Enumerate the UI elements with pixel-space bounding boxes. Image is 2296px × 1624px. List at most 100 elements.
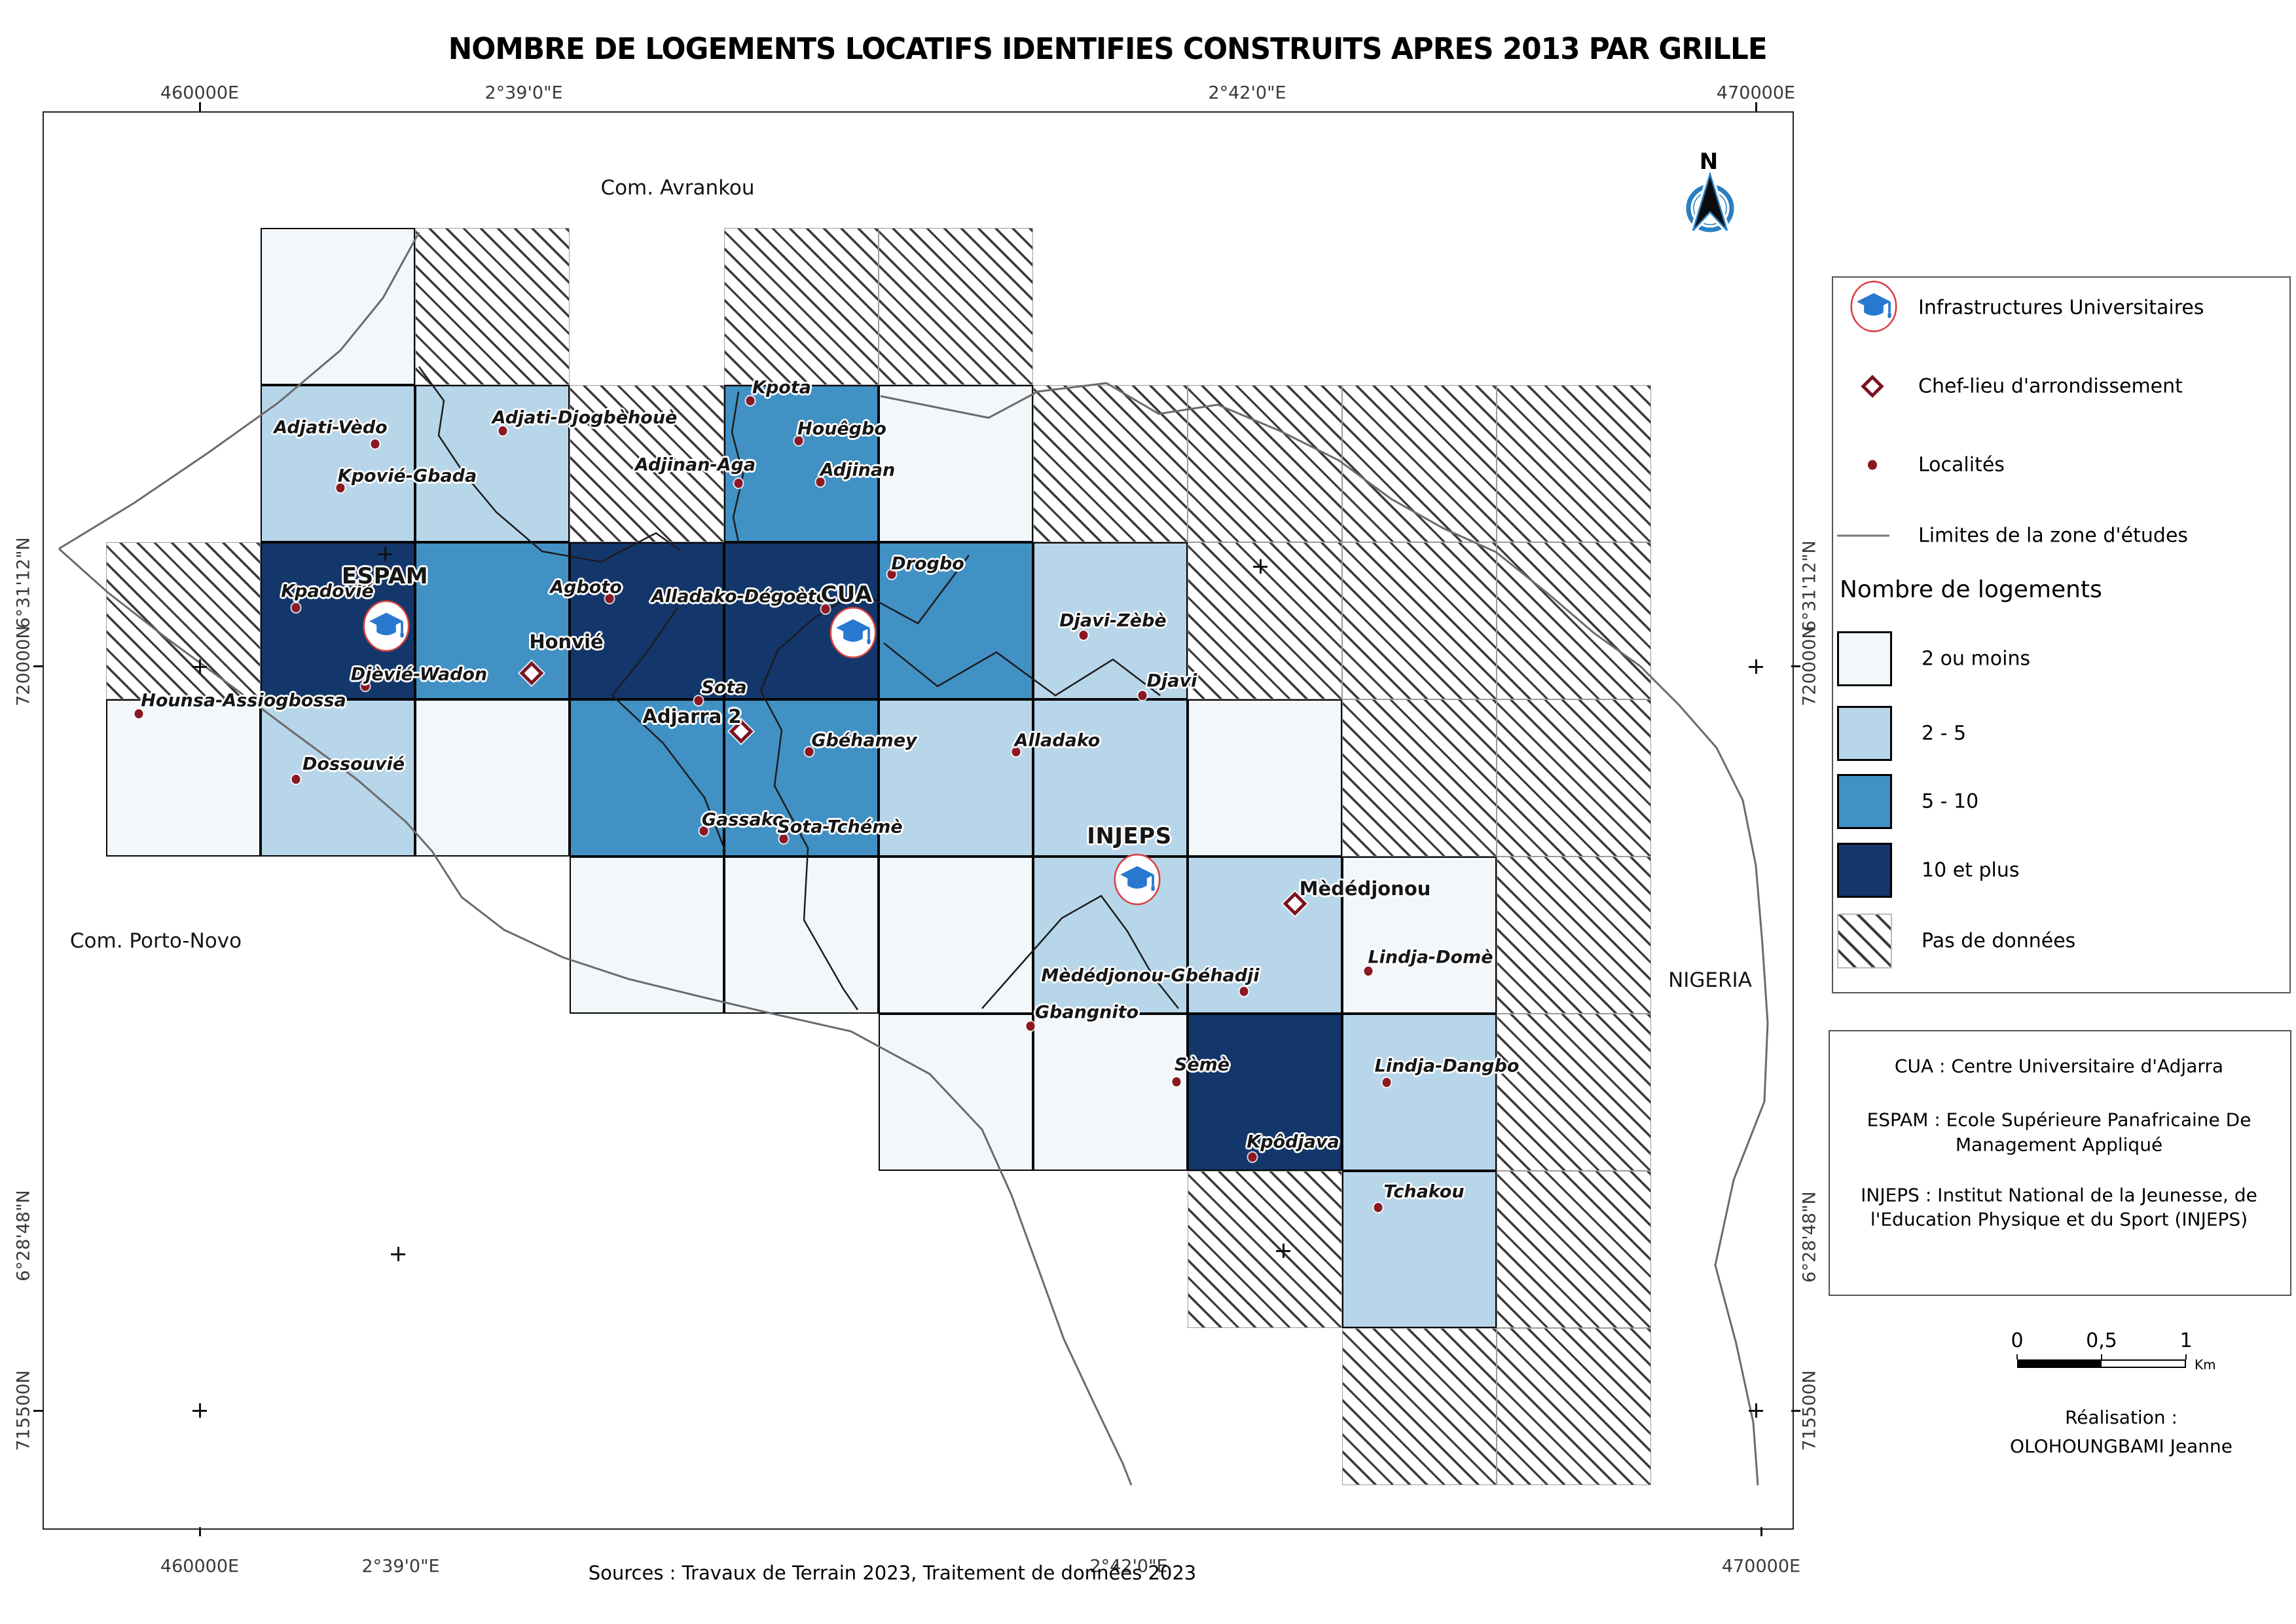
- grid-cell: [1497, 542, 1651, 699]
- locality-label: Sota-Tchémè: [777, 817, 903, 838]
- axis-label-top: 470000E: [1716, 83, 1796, 103]
- legend-item-label: Chef-lieu d'arrondissement: [1918, 375, 2183, 398]
- axis-label-right: 6°28'48"N: [1799, 1191, 1820, 1283]
- locality-dot: [699, 826, 708, 836]
- locality-dot: [1382, 1078, 1391, 1087]
- legend-university-icon: [1850, 280, 1898, 336]
- grid-cell: [1342, 542, 1497, 699]
- locality-label: Alladako-Dégoèto: [651, 586, 829, 607]
- locality-label: Gbéhamey: [811, 730, 917, 751]
- chef-lieu-label: Adjarra 2: [642, 705, 742, 728]
- chef-lieu-label: Mèdédjonou: [1299, 877, 1431, 900]
- axis-label-left: 715500N: [13, 1370, 34, 1451]
- axis-label-bottom: 2°39'0"E: [361, 1556, 440, 1577]
- grid-cell: [570, 857, 724, 1014]
- locality-label: Gbangnito: [1034, 1002, 1139, 1023]
- grid-cell: [106, 699, 261, 857]
- locality-label: Kpota: [752, 377, 811, 398]
- grid-cell: [724, 228, 879, 385]
- locality-dot: [134, 709, 143, 718]
- axis-tick: [33, 1409, 43, 1412]
- sources-note: Sources : Travaux de Terrain 2023, Trait…: [588, 1562, 1197, 1584]
- grid-cell: [1033, 385, 1188, 542]
- locality-dot: [694, 696, 703, 705]
- abbreviations-panel: [1829, 1030, 2291, 1296]
- locality-label: Adjinan-Aga: [634, 454, 756, 475]
- credit-line-1: Réalisation :: [2065, 1407, 2178, 1428]
- region-label: Com. Porto-Novo: [69, 929, 242, 953]
- scalebar-tick: [2101, 1354, 2102, 1359]
- legend-boundary-line-icon: [1837, 534, 1889, 537]
- legend-panel: [1832, 276, 2291, 993]
- graticule-cross: [192, 659, 207, 674]
- grid-cell: [1497, 857, 1651, 1014]
- scalebar-unit: Km: [2195, 1357, 2216, 1373]
- scalebar-tick: [2016, 1354, 2018, 1359]
- scalebar-tick: [2185, 1354, 2187, 1359]
- scalebar-black-segment: [2018, 1361, 2102, 1367]
- region-label: Com. Avrankou: [600, 176, 755, 200]
- grid-cell: [1342, 1014, 1497, 1171]
- locality-label: Drogbo: [891, 553, 964, 574]
- scalebar-tick-label: 1: [2179, 1329, 2193, 1352]
- locality-dot: [746, 396, 755, 405]
- grid-cell: [106, 542, 261, 699]
- graticule-cross: [1749, 1403, 1763, 1418]
- axis-label-top: 460000E: [160, 83, 240, 103]
- locality-dot: [805, 747, 814, 756]
- locality-label: Lindja-Dangbo: [1374, 1056, 1520, 1077]
- abbreviation-line: INJEPS : Institut National de la Jeuness…: [1861, 1184, 2257, 1206]
- locality-label: Adjati-Djogbèhouè: [492, 407, 678, 428]
- legend-item-label: Limites de la zone d'études: [1918, 524, 2189, 547]
- locality-label: Tchakou: [1383, 1181, 1465, 1202]
- north-arrow-icon: [1680, 164, 1740, 237]
- legend-class-label: 2 - 5: [1922, 722, 1967, 745]
- legend-item-label: Infrastructures Universitaires: [1918, 296, 2204, 320]
- map-title: NOMBRE DE LOGEMENTS LOCATIFS IDENTIFIES …: [448, 31, 1767, 66]
- axis-label-right: 6°31'12"N: [1799, 540, 1820, 632]
- grid-cell: [570, 542, 724, 699]
- grid-cell: [1033, 857, 1188, 1014]
- grid-cell: [879, 857, 1033, 1014]
- grid-cell: [1188, 699, 1342, 857]
- graticule-cross: [192, 1403, 207, 1418]
- scalebar-tick-label: 0: [2011, 1329, 2024, 1352]
- locality-dot: [1026, 1022, 1035, 1031]
- locality-label: Agboto: [550, 577, 622, 598]
- locality-dot: [821, 604, 830, 614]
- axis-label-left: 6°28'48"N: [13, 1190, 34, 1282]
- axis-tick: [33, 665, 43, 667]
- grid-cell: [1497, 1171, 1651, 1328]
- locality-label: Houêgbo: [797, 418, 886, 439]
- axis-label-left: 6°31'12"N: [13, 537, 34, 629]
- graticule-cross: [1276, 1244, 1290, 1258]
- university-icon: [1113, 853, 1161, 909]
- legend-class-swatch: [1837, 913, 1892, 969]
- grid-cell: [1497, 1014, 1651, 1171]
- locality-dot: [605, 594, 614, 603]
- locality-label: Adjinan: [820, 460, 896, 481]
- axis-label-bottom: 2°42'0"E: [1089, 1556, 1168, 1577]
- axis-label-top: 2°42'0"E: [1208, 83, 1286, 103]
- axis-label-bottom: 470000E: [1721, 1556, 1801, 1577]
- locality-label: Djavi: [1146, 671, 1197, 692]
- locality-dot: [291, 603, 301, 612]
- graticule-cross: [1253, 559, 1267, 574]
- grid-cell: [415, 228, 570, 385]
- locality-dot: [887, 570, 896, 579]
- university-label: ESPAM: [341, 563, 429, 589]
- university-label: INJEPS: [1087, 823, 1172, 849]
- grid-cell: [1497, 1328, 1651, 1485]
- abbreviation-line: ESPAM : Ecole Supérieure Panafricaine De: [1867, 1109, 2251, 1131]
- locality-dot: [794, 436, 803, 445]
- grid-cell: [261, 385, 415, 542]
- locality-dot: [1239, 987, 1248, 996]
- axis-label-right: 715500N: [1799, 1370, 1820, 1451]
- grid-cell: [1342, 1328, 1497, 1485]
- locality-label: Gassako: [701, 809, 785, 830]
- grid-cell: [1342, 699, 1497, 857]
- grid-cell: [879, 385, 1033, 542]
- legend-locality-icon: [1868, 460, 1877, 470]
- locality-label: Hounsa-Assiogbossa: [141, 690, 346, 711]
